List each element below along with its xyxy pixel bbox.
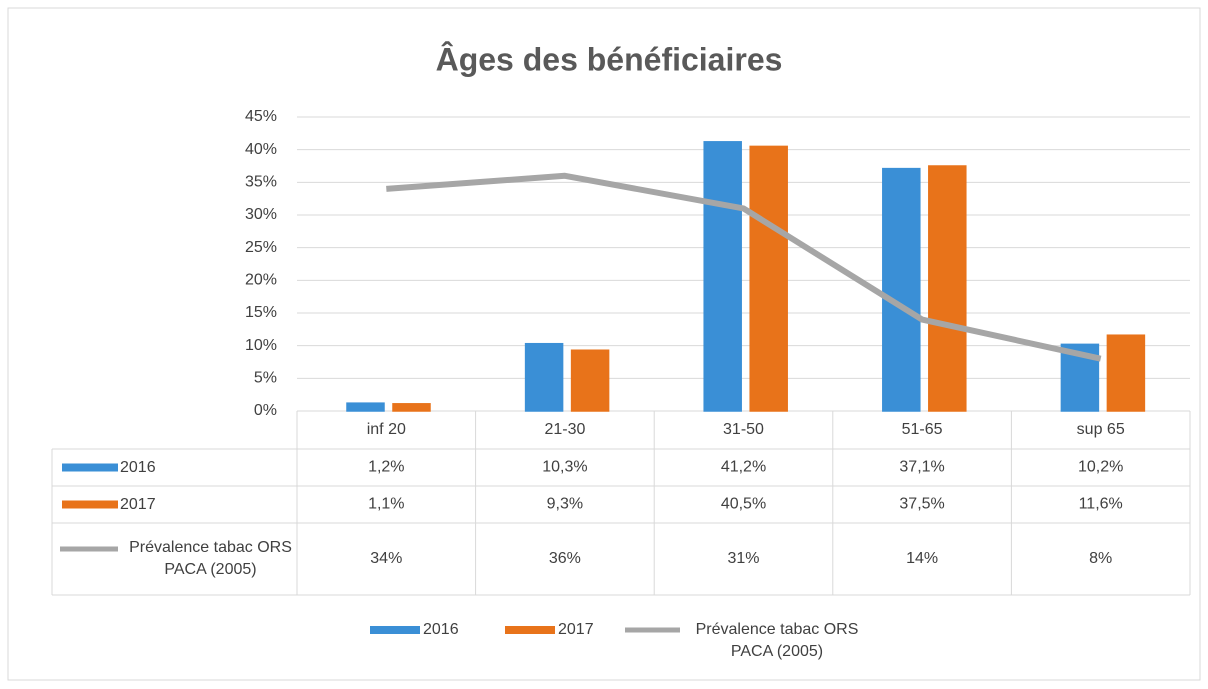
table-value: 14% (906, 550, 938, 567)
bar (392, 403, 431, 412)
table-value: 8% (1089, 550, 1112, 567)
legend-label: 2016 (423, 621, 459, 638)
chart-border (7, 7, 1201, 681)
table-value: 41,2% (721, 459, 766, 476)
x-tick-label: 21-30 (544, 421, 585, 438)
x-tick-label: 51-65 (902, 421, 943, 438)
y-tick-label: 45% (245, 108, 277, 125)
table-value: 1,1% (368, 496, 404, 513)
table-value: 36% (549, 550, 581, 567)
y-tick-label: 35% (245, 174, 277, 191)
y-tick-label: 30% (245, 206, 277, 223)
row-header: 2017 (120, 495, 156, 513)
table-value: 1,2% (368, 459, 404, 476)
legend-swatch (370, 626, 420, 634)
row-legend-swatch (62, 463, 118, 472)
x-tick-label: inf 20 (367, 421, 406, 438)
table-value: 31% (727, 550, 759, 567)
y-tick-label: 15% (245, 304, 277, 321)
bar (928, 165, 967, 412)
y-tick-label: 0% (254, 402, 277, 419)
x-tick-label: 31-50 (723, 421, 764, 438)
table-value: 40,5% (721, 496, 766, 513)
y-tick-label: 40% (245, 141, 277, 158)
table-value: 37,1% (899, 459, 944, 476)
table-value: 11,6% (1079, 496, 1123, 513)
line (386, 172, 1102, 362)
row-header: 2016 (120, 458, 156, 476)
row-legend-swatch (62, 500, 118, 509)
x-tick-label: sup 65 (1077, 421, 1125, 438)
y-tick-label: 10% (245, 337, 277, 354)
chart-title: Âges des bénéficiaires (436, 41, 783, 77)
bar (346, 402, 385, 412)
table-value: 34% (370, 550, 402, 567)
y-tick-label: 20% (245, 272, 277, 289)
bar (749, 145, 788, 412)
y-tick-label: 5% (254, 370, 277, 387)
row-header: Prévalence tabac ORS PACA (2005) (129, 539, 292, 578)
table-value: 10,3% (542, 459, 587, 476)
bar (570, 349, 610, 412)
legend-swatch (505, 626, 555, 634)
bar (524, 342, 564, 412)
bar (1106, 334, 1146, 412)
legend-label: 2017 (558, 621, 594, 638)
y-tick-label: 25% (245, 239, 277, 256)
bar (703, 141, 742, 412)
table-value: 10,2% (1078, 459, 1123, 476)
legend-label: Prévalence tabac ORS PACA (2005) (695, 621, 859, 660)
bar (882, 167, 921, 412)
table-value: 37,5% (899, 496, 944, 513)
table-value: 9,3% (547, 496, 583, 513)
